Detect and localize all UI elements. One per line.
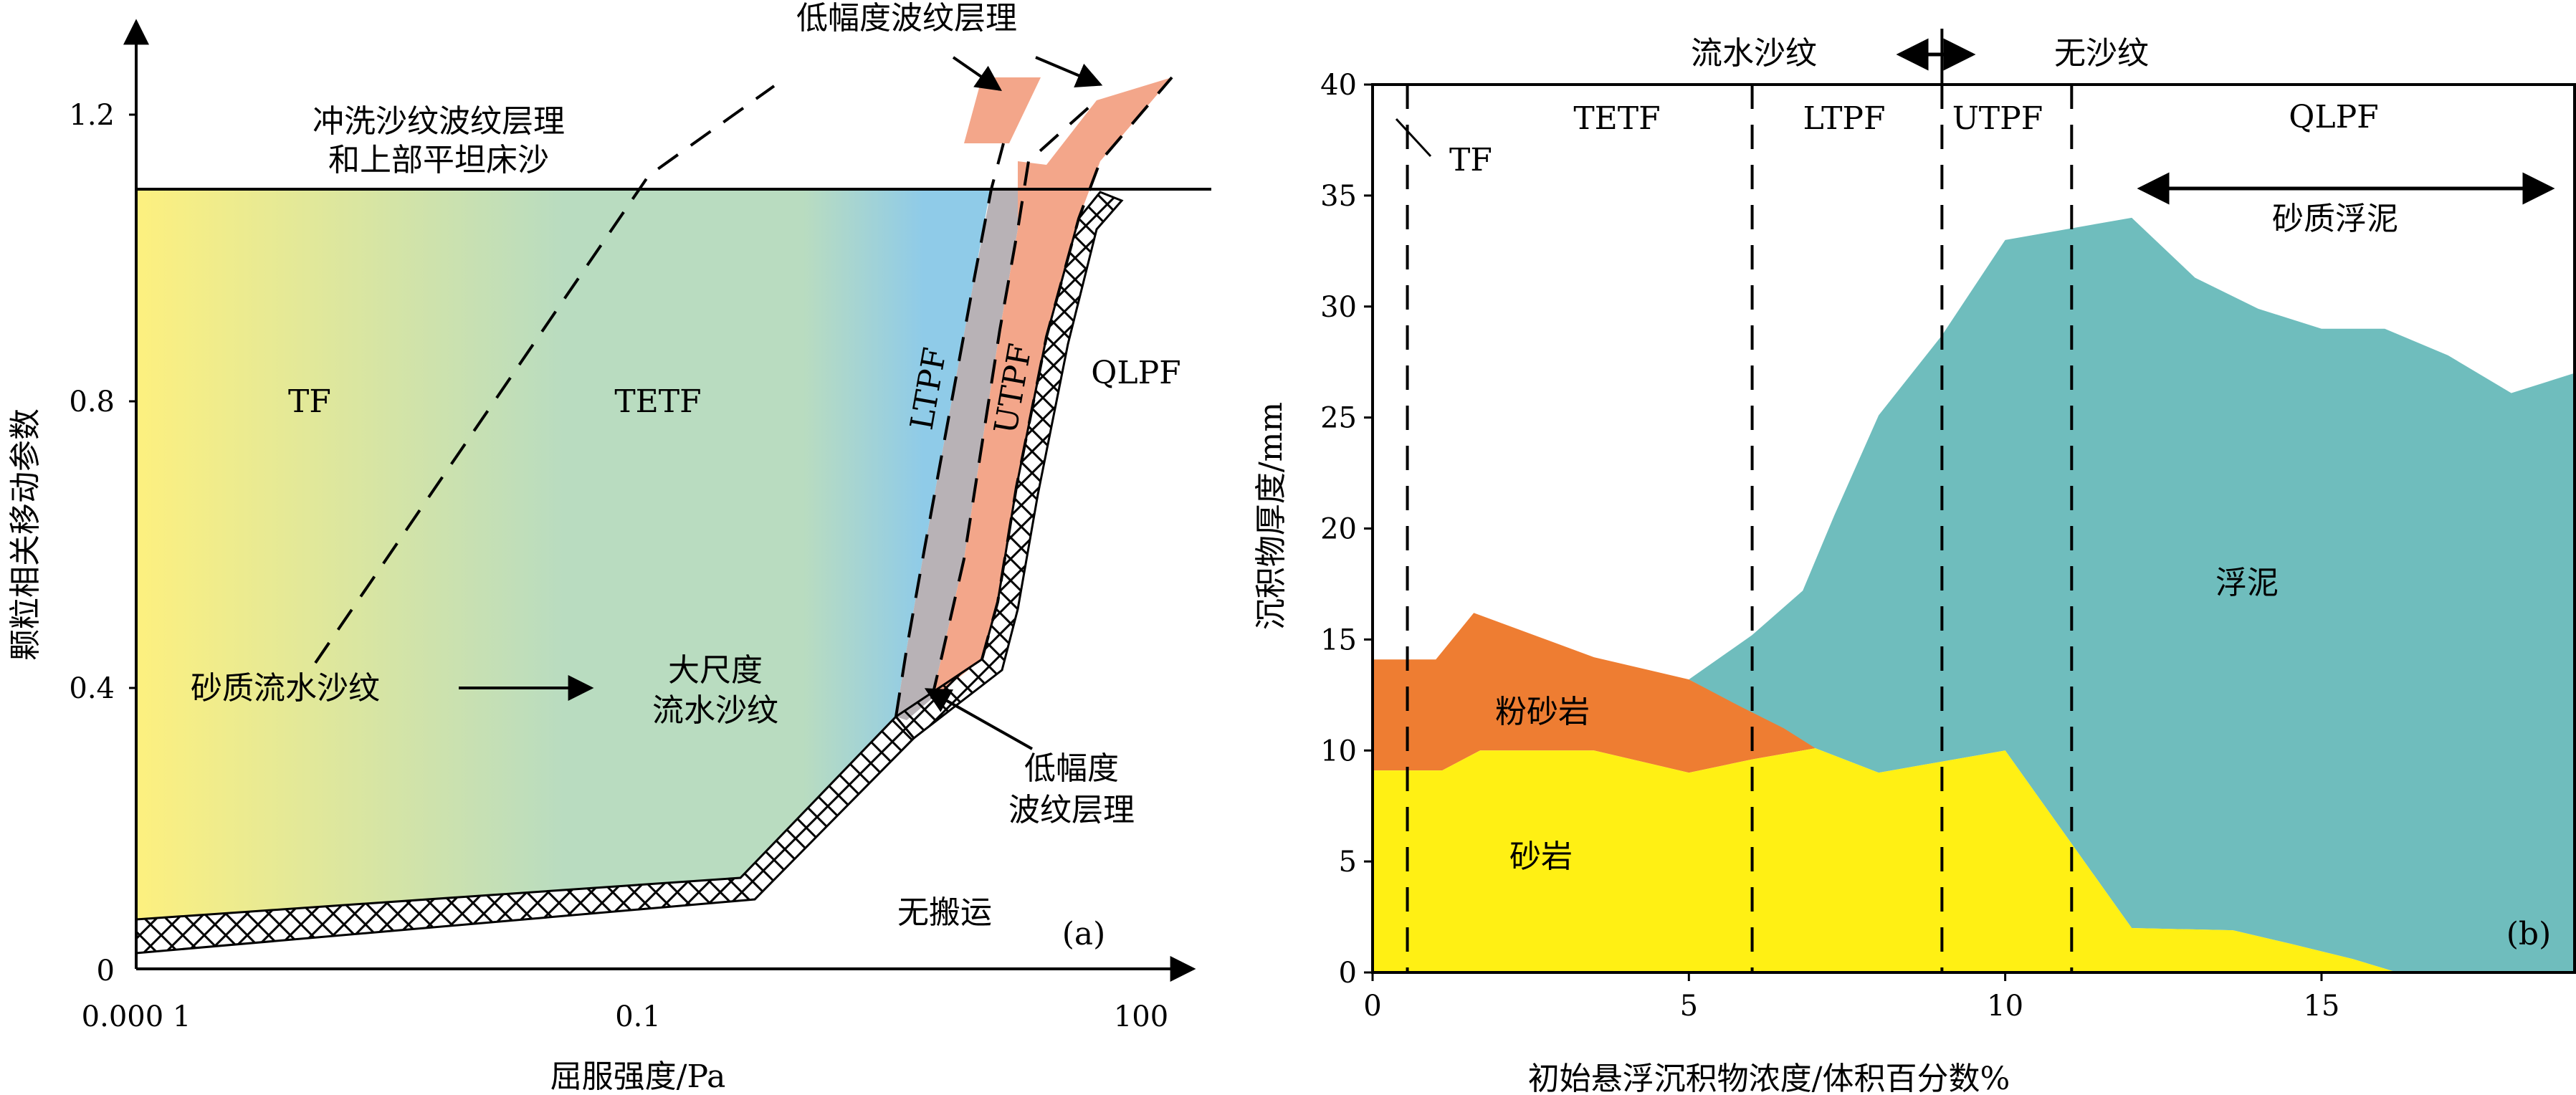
top-zone-label-line2: 和上部平坦床沙	[328, 142, 549, 178]
sandstone-area	[1373, 748, 2398, 972]
panel-b-x-axis-title: 初始悬浮沉积物浓度/体积百分数%	[1528, 1061, 2010, 1095]
ltpf-utpf-boundary	[930, 99, 1098, 699]
panel-a-gradient-region	[136, 189, 991, 919]
panel-b-y-tick-label: 15	[1320, 623, 1357, 656]
panel-b-y-tick-label: 20	[1320, 513, 1357, 546]
region-label-tetf: TETF	[614, 383, 701, 420]
panel-b-y-axis-title: 沉积物厚度/mm	[1253, 402, 1289, 630]
panel-a-y-tick-label: 0.4	[69, 672, 115, 705]
low-amp-top-arrow-2	[1035, 56, 1103, 87]
low-amp-label-line2: 波纹层理	[1008, 792, 1135, 828]
panel-b-y-tick-label: 0	[1339, 957, 1357, 990]
panel-b-y-tick-label: 35	[1320, 180, 1357, 213]
panel-a-x-tick-label: 0.1	[615, 1000, 661, 1033]
top-zone-label-line1: 冲洗沙纹波纹层理	[313, 103, 565, 140]
tf-tetf-boundary	[314, 85, 776, 664]
panel-b-y-tick-label: 40	[1320, 69, 1357, 102]
low-amplitude-patch	[964, 77, 1041, 143]
zone-label-qlpf: QLPF	[2289, 99, 2378, 135]
panel-a-y-tick-label: 0.8	[69, 386, 115, 419]
region-label-tf: TF	[288, 383, 331, 420]
panel-a-y-tick-label: 0	[97, 955, 115, 988]
area-label-siltstone: 粉砂岩	[1495, 694, 1590, 730]
panel-b-x-tick-label: 10	[1987, 990, 2023, 1023]
top-label-no-ripples: 无沙纹	[2054, 35, 2149, 72]
low-amp-arrow	[924, 688, 1033, 750]
large-ripple-label-line2: 流水沙纹	[652, 692, 778, 729]
panel-a-x-tick-label: 0.000 1	[82, 1000, 191, 1033]
panel-a-label: (a)	[1062, 916, 1106, 952]
panel-b-areas	[1373, 217, 2575, 973]
panel-a-x-tick-label: 100	[1114, 1000, 1168, 1033]
sandy-mud-label: 砂质浮泥	[2272, 201, 2398, 237]
large-ripple-label-line1: 大尺度	[668, 652, 763, 689]
panel-a-x-axis-title: 屈服强度/Pa	[550, 1058, 726, 1095]
zone-label-tf: TF	[1449, 142, 1492, 178]
low-amp-top-arrow-1	[952, 56, 1002, 92]
area-label-mud: 浮泥	[2215, 565, 2279, 601]
ltpf-band	[896, 189, 1029, 720]
low-amp-label-line1: 低幅度	[1024, 750, 1119, 787]
zone-label-tetf: TETF	[1573, 100, 1660, 137]
panel-b-label: (b)	[2506, 916, 2552, 952]
tf-leader-line	[1395, 118, 1432, 158]
panel-b-ticks: 0 5 10 15 20 25 30 35 40 0 5 10 15	[1320, 69, 2339, 1023]
panel-a-y-tick-label: 1.2	[69, 99, 115, 132]
no-transport-label: 无搬运	[897, 894, 992, 931]
siltstone-area	[1373, 613, 1816, 773]
panel-b-y-tick-label: 10	[1320, 735, 1357, 768]
area-label-sandstone: 砂岩	[1509, 838, 1573, 875]
panel-b-x-tick-label: 15	[2303, 990, 2339, 1023]
top-label-ripples: 流水沙纹	[1691, 35, 1817, 72]
low-amp-top-label: 低幅度波纹层理	[796, 0, 1017, 37]
mud-area	[1689, 217, 2575, 973]
utpf-qlpf-boundary	[981, 76, 1173, 660]
panel-b-x-tick-label: 5	[1680, 990, 1698, 1023]
panel-a: 0 0.4 0.8 1.2 0.000 1 0.1 100 屈服强度/Pa 颗粒…	[7, 0, 1211, 1095]
region-label-qlpf: QLPF	[1091, 355, 1180, 391]
panel-b-y-tick-label: 5	[1339, 846, 1357, 879]
panel-b-x-tick-label: 0	[1363, 990, 1381, 1023]
panel-b-y-tick-label: 25	[1320, 402, 1357, 435]
sandy-ripple-label: 砂质流水沙纹	[191, 670, 380, 707]
panel-b-y-tick-label: 30	[1320, 291, 1357, 324]
tetf-ltpf-boundary	[895, 143, 1005, 717]
zone-label-utpf: UTPF	[1952, 100, 2043, 137]
zone-label-ltpf: LTPF	[1803, 100, 1885, 137]
panel-a-y-axis-title: 颗粒相关移动参数	[7, 408, 44, 661]
utpf-band	[932, 77, 1172, 699]
